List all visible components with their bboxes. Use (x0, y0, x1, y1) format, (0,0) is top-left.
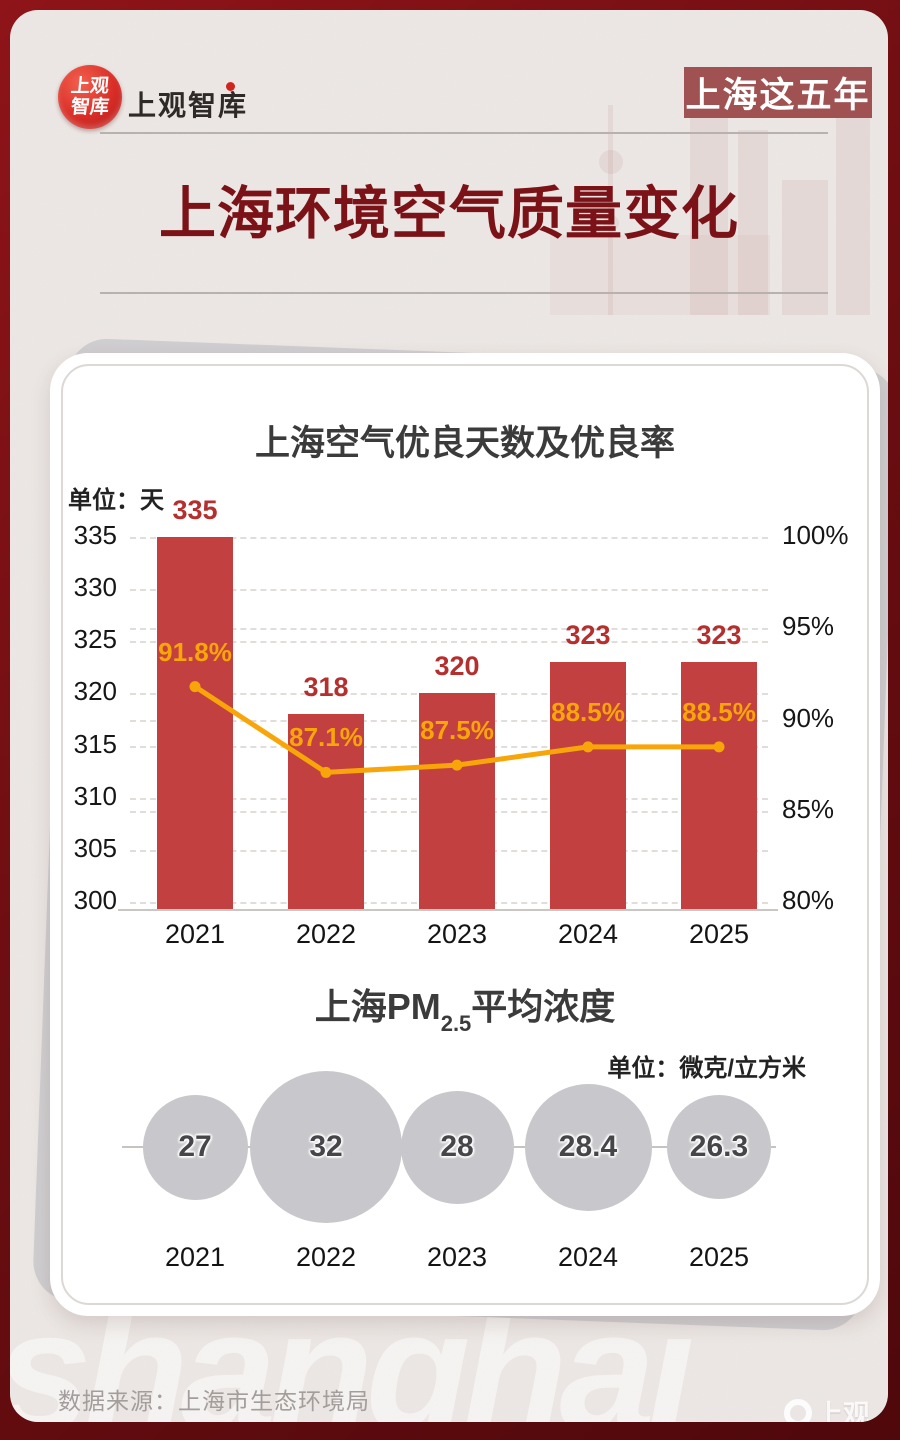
x-axis-label: 2025 (688, 919, 750, 949)
line-marker (320, 766, 332, 778)
pm-bubble-2024: 28.4 (524, 1083, 652, 1211)
pm-value-label: 32 (309, 1130, 343, 1163)
pm-year-label: 2022 (295, 1242, 357, 1272)
pm-value-label: 26.3 (689, 1130, 749, 1163)
left-axis-tick: 320 (73, 676, 117, 707)
pm-value-label: 28.4 (558, 1130, 618, 1163)
pm-bubble-2025: 26.3 (667, 1095, 771, 1199)
chart2-title-subscript: 2.5 (440, 1011, 472, 1036)
right-axis-tick: 85% (782, 793, 835, 824)
pm-value-label: 28 (440, 1130, 474, 1163)
pm-year-label: 2025 (688, 1242, 750, 1272)
pm-bubble-2021: 27 (142, 1094, 248, 1200)
line-marker (582, 741, 594, 753)
x-axis-label: 2022 (295, 919, 357, 949)
chart-card: 上海空气优良天数及优良率 单位：天 335 330 325 320 315 310 305 3… (50, 353, 880, 1316)
logo-dot-icon (226, 82, 235, 91)
shangguan-logo-seal: 上观 智库 (58, 65, 122, 129)
chart2-title-prefix: 上海PM (314, 986, 441, 1027)
pm-year-label: 2023 (426, 1242, 488, 1272)
data-source: 数据来源：上海市生态环境局 (58, 1388, 370, 1414)
line-marker (189, 681, 201, 693)
left-axis-tick: 300 (73, 885, 117, 915)
pm-year-label: 2021 (164, 1242, 226, 1272)
left-axis-tick: 325 (73, 624, 117, 655)
divider-line-bottom (100, 292, 828, 294)
right-axis-tick: 80% (782, 885, 835, 915)
chart1-title: 上海空气优良天数及优良率 (254, 424, 675, 463)
line-marker (713, 741, 725, 753)
chart2-title: 上海PM2.5平均浓度 (50, 978, 880, 1037)
x-axis-line (118, 909, 778, 911)
chart2-title-suffix: 平均浓度 (471, 986, 616, 1027)
pm-bubble-2022: 32 (250, 1071, 402, 1223)
left-axis-tick: 335 (73, 520, 117, 550)
pm-bubble-2023: 28 (400, 1090, 514, 1204)
logo-seal-line1: 上观 (69, 76, 111, 97)
page-background: shanghai 上观 智库 上观智库 上海这五年 上海环境空气质量变化 上海空… (10, 10, 888, 1422)
good-days-plot: 335 330 325 320 315 310 305 300 100% 95% 90% 85% 80%… (74, 495, 849, 957)
pm-value-label: 27 (178, 1130, 212, 1163)
watermark-label: 上观 (816, 1400, 870, 1422)
divider-line-top (100, 132, 828, 134)
left-axis-tick: 305 (73, 832, 117, 863)
shangguan-watermark: 上观 (784, 1393, 870, 1422)
corner-badge: 上海这五年 (684, 67, 872, 118)
page-title: 上海环境空气质量变化 (159, 182, 739, 246)
bar-value-label: 335 (172, 495, 218, 525)
right-axis-tick: 95% (782, 611, 835, 642)
pm-year-label: 2024 (557, 1242, 619, 1272)
x-axis-label: 2023 (426, 919, 488, 949)
line-marker (451, 759, 463, 771)
x-axis-label: 2024 (557, 919, 619, 949)
left-axis-tick: 310 (73, 780, 117, 811)
logo-seal-line2: 智库 (69, 97, 111, 118)
ring-icon (784, 1398, 812, 1422)
left-axis-tick: 330 (73, 572, 117, 603)
rate-line (189, 681, 725, 778)
pm-plot: 27 32 28 28.4 26.3 2021 2022 2023 2024 2025 (122, 1070, 776, 1280)
right-axis-tick: 100% (782, 520, 849, 550)
left-axis-tick: 315 (73, 728, 117, 759)
x-axis-label: 2021 (164, 919, 226, 949)
right-axis-tick: 90% (782, 702, 835, 733)
